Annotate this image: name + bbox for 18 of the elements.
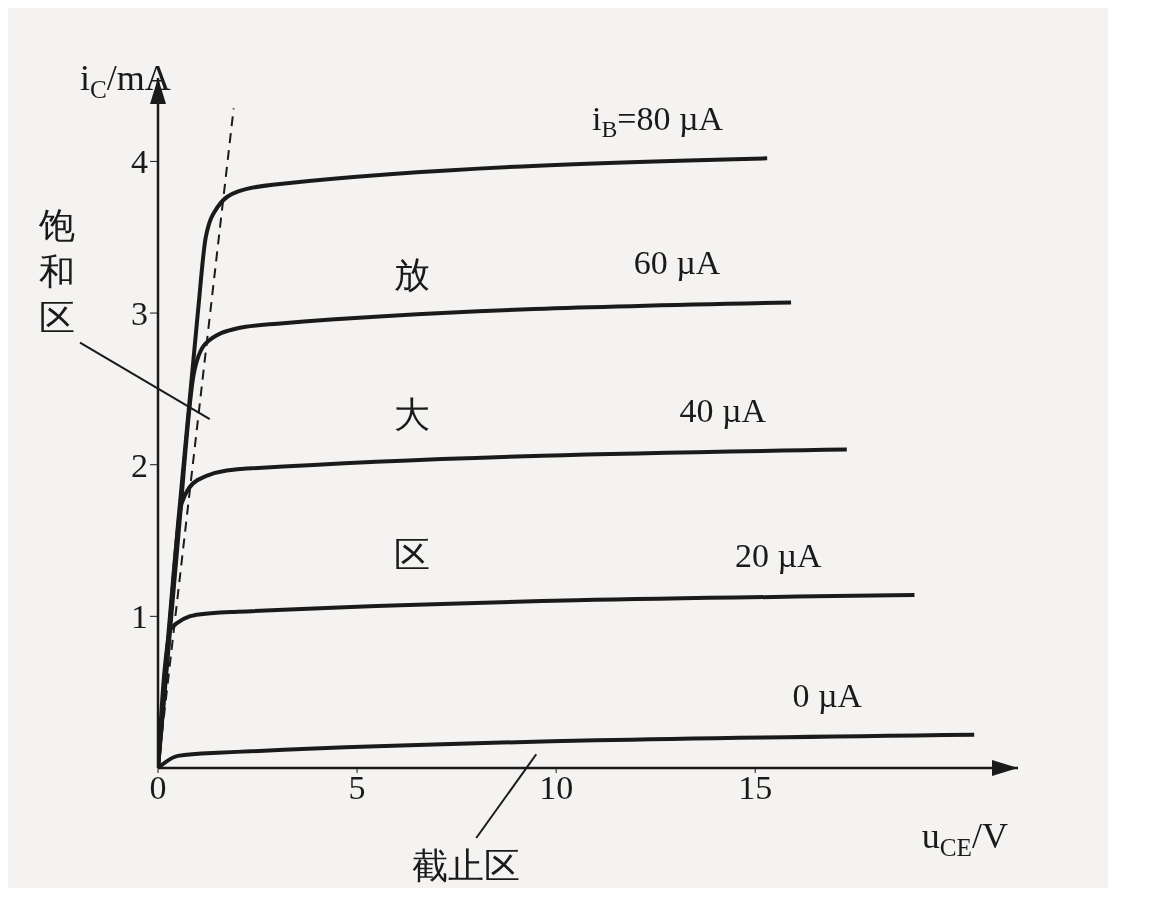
y-tick-label: 4 <box>131 143 148 181</box>
text: 放大区 <box>393 254 430 575</box>
series-label: 20 µA <box>734 537 823 575</box>
series-label: 40 µA <box>679 391 767 429</box>
series-label: i$_{B}$=80 µA <box>591 100 724 143</box>
x-tick-label: 15 <box>738 769 773 807</box>
x-tick-label: 10 <box>539 769 574 807</box>
y-tick-label: 1 <box>131 598 148 636</box>
annotation: 截止区 <box>412 846 521 886</box>
text: 饱和区 <box>38 204 76 340</box>
x-tick-label: 5 <box>348 769 366 807</box>
y-tick-label: 3 <box>131 295 148 333</box>
y-tick-label: 2 <box>131 446 148 484</box>
y-axis-title: i$_{C}$/mA <box>80 58 171 103</box>
series-label: 0 µA <box>792 676 863 714</box>
x-tick-label: 0 <box>149 769 167 807</box>
x-axis-title: u$_{CE}$/V <box>921 816 1008 861</box>
series-label: 60 µA <box>633 244 721 282</box>
